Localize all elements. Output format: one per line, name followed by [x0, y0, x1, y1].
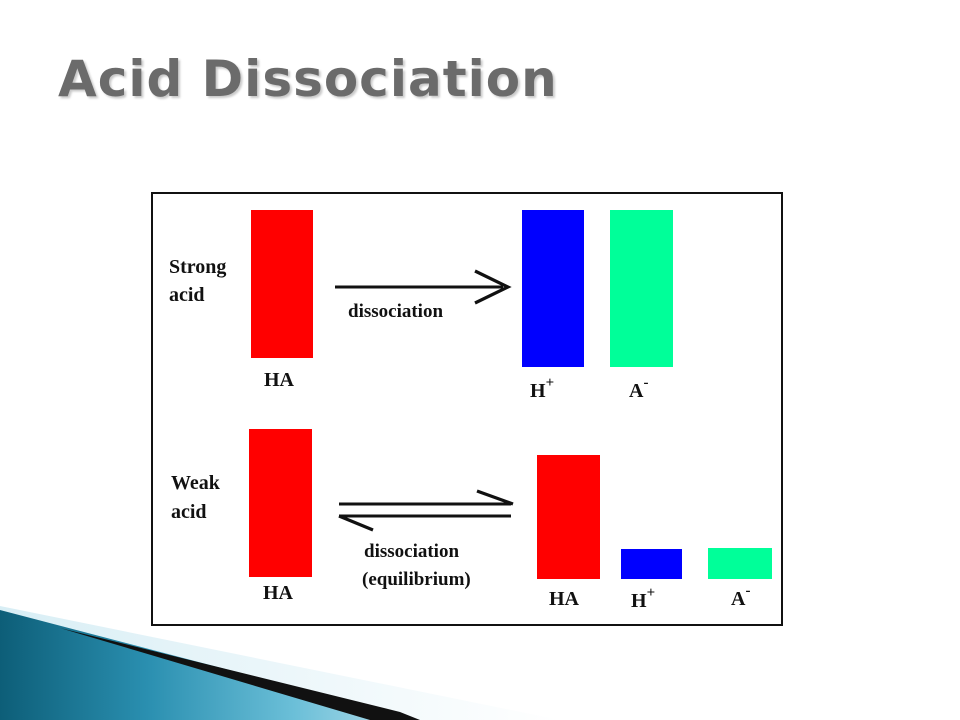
strong-a-minus-label: A- [629, 375, 648, 402]
weak-arrow-label-line1: dissociation [364, 541, 459, 562]
strong-acid-label-line1: Strong [169, 256, 226, 278]
weak-a-minus-label: A- [731, 583, 750, 610]
strong-ha-label: HA [264, 369, 295, 391]
weak-a-minus-bar [708, 548, 772, 579]
weak-acid-label-line2: acid [171, 501, 207, 523]
weak-acid-label-line1: Weak [171, 472, 221, 494]
weak-h-plus-bar [621, 549, 682, 579]
strong-a-minus-bar [610, 210, 673, 367]
strong-arrow-label: dissociation [348, 301, 443, 322]
strong-dissociation-arrow [335, 269, 512, 305]
weak-arrow-label-line2: (equilibrium) [362, 569, 471, 590]
weak-h-plus-label: H+ [631, 585, 655, 612]
strong-h-plus-label: H+ [530, 375, 554, 402]
diagram-canvas: Strong acid HA dissociation H+ A- Weak a… [169, 210, 772, 612]
weak-ha-bar [249, 429, 312, 577]
strong-acid-label-line2: acid [169, 284, 205, 306]
strong-h-plus-bar [522, 210, 584, 367]
weak-ha-product-label: HA [549, 588, 580, 610]
acid-dissociation-diagram: Strong acid HA dissociation H+ A- Weak a… [151, 192, 783, 626]
weak-ha-product-bar [537, 455, 600, 579]
slide-title: Acid Dissociation [58, 50, 558, 108]
strong-ha-bar [251, 210, 313, 358]
weak-ha-label: HA [263, 582, 294, 604]
weak-equilibrium-arrows [338, 489, 514, 532]
